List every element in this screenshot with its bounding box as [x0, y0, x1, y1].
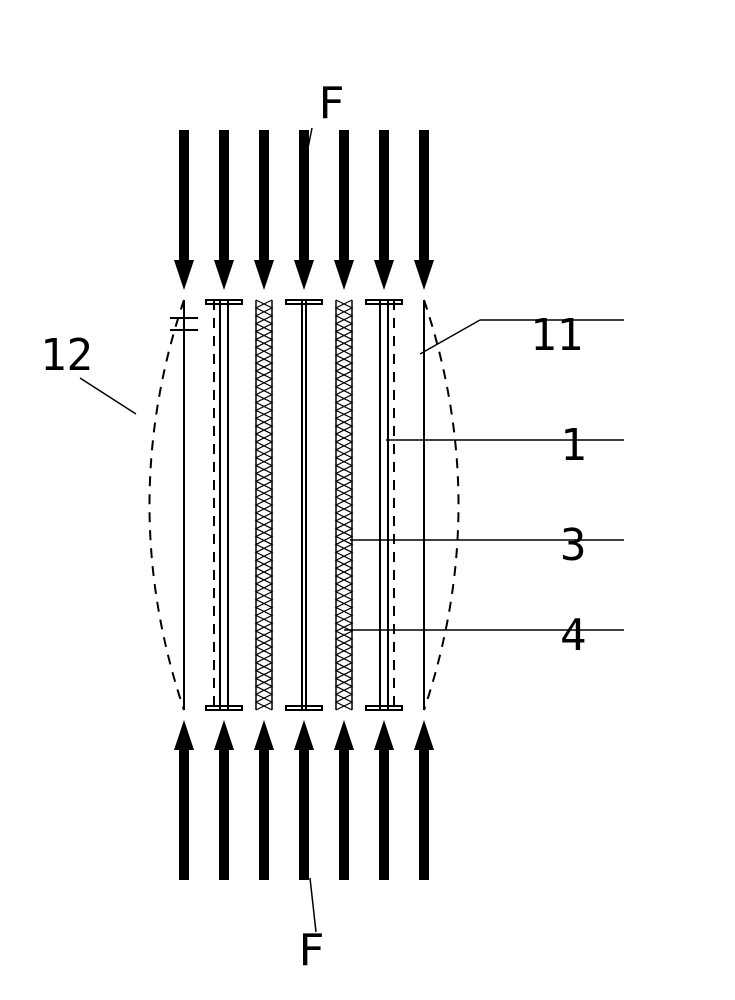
label-F: F	[318, 78, 345, 129]
label-3: 3	[560, 520, 587, 571]
label-4: 4	[560, 610, 587, 661]
label-1: 1	[560, 420, 587, 471]
label-12: 12	[40, 330, 93, 381]
label-F: F	[298, 925, 325, 976]
label-11: 11	[530, 310, 583, 361]
engineering-diagram: FF1211134	[0, 0, 735, 1000]
